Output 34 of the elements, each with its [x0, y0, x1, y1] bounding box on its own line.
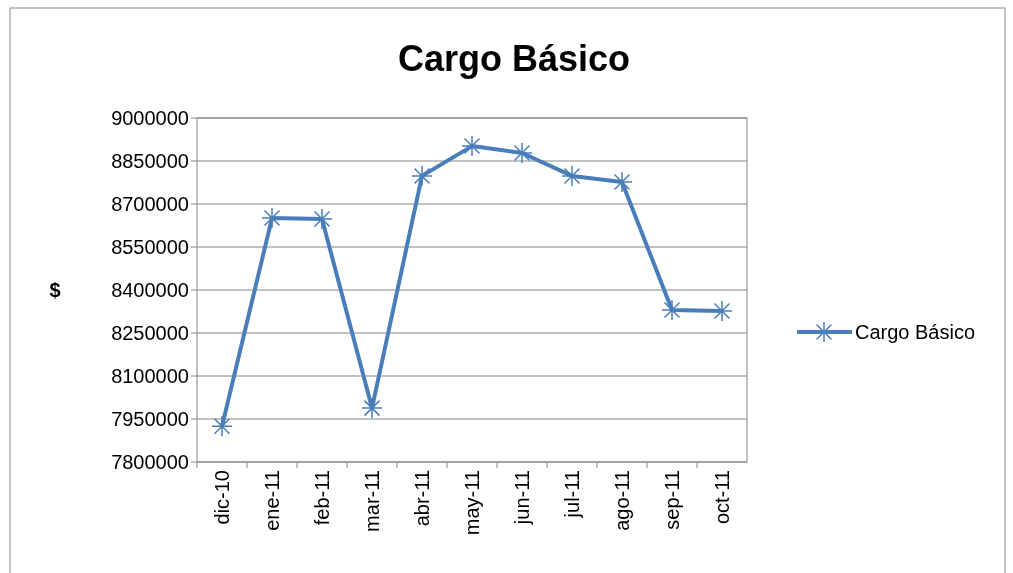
x-tick-label: feb-11	[311, 470, 333, 526]
x-tick-label: ene-11	[261, 470, 283, 531]
x-tick-label: jun-11	[511, 470, 533, 526]
y-tick-label: 8400000	[111, 279, 189, 301]
x-tick-label: abr-11	[411, 470, 433, 527]
x-tick-label: jul-11	[561, 470, 583, 519]
chart-title: Cargo Básico	[397, 38, 631, 79]
point	[261, 207, 283, 229]
point	[561, 165, 583, 187]
y-axis-title: $	[49, 279, 61, 301]
point	[211, 415, 233, 437]
y-tick-label: 8550000	[111, 236, 189, 258]
point	[711, 300, 733, 322]
y-tick-label: 7800000	[111, 451, 189, 473]
point	[311, 208, 333, 230]
y-tick-label: 8250000	[111, 322, 189, 344]
y-tick-label: 8850000	[111, 150, 189, 172]
y-tick-label: 9000000	[111, 107, 189, 129]
y-tick-label: 8100000	[111, 365, 189, 387]
point	[611, 171, 633, 193]
point	[511, 142, 533, 164]
legend-label: Cargo Básico	[855, 321, 976, 343]
x-tick-label: oct-11	[711, 470, 733, 525]
point	[411, 165, 433, 187]
point	[361, 397, 383, 419]
x-tick-label: dic-10	[211, 470, 233, 525]
x-tick-label: ago-11	[611, 470, 633, 531]
x-tick-label: may-11	[461, 470, 483, 536]
x-tick-label: mar-11	[361, 470, 383, 532]
point	[461, 135, 483, 157]
y-tick-label: 7950000	[111, 408, 189, 430]
x-tick-label: sep-11	[661, 470, 683, 530]
y-tick-label: 8700000	[111, 193, 189, 215]
point	[661, 299, 683, 321]
